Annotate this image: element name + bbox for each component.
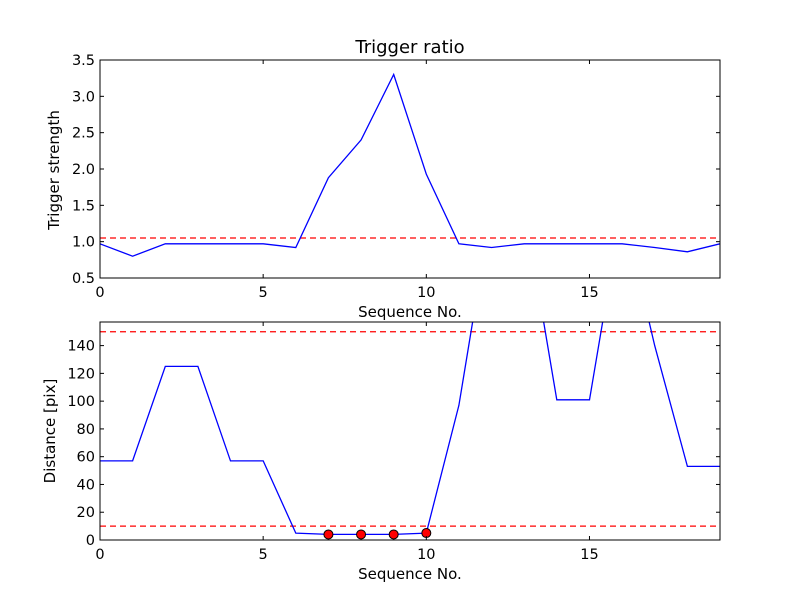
y-tick-label: 1.5: [72, 198, 95, 214]
y-tick-label: 3.0: [72, 89, 95, 105]
y-tick-label: 120: [67, 366, 95, 382]
plot-content: [100, 322, 720, 540]
y-axis-label: Trigger strength: [45, 110, 63, 231]
data-point-marker: [388, 529, 399, 540]
y-tick-label: 40: [77, 477, 95, 493]
y-tick-label: 60: [77, 450, 95, 466]
plot-area: 0 5 10 15 0 20 40 60 80 100 120 140: [67, 321, 721, 563]
y-tick-label: 3.5: [72, 53, 95, 69]
x-tick-label: 10: [417, 547, 435, 563]
y-axis-label: Distance [pix]: [41, 379, 59, 484]
x-tick-label: 5: [259, 285, 268, 301]
distance-chart: Sequence No. Distance [pix] 0 5 10 15 0 20 40 6…: [41, 321, 721, 583]
x-tick-label: 15: [580, 285, 598, 301]
x-tick-label: 0: [95, 547, 104, 563]
x-tick-label: 15: [580, 547, 598, 563]
y-tick-label: 80: [77, 422, 95, 438]
data-point-marker: [356, 529, 367, 540]
axes-frame: [99, 321, 721, 541]
y-tick-label: 2.0: [72, 162, 95, 178]
chart-title: Trigger ratio: [354, 37, 464, 58]
y-tick-label: 1.0: [72, 235, 95, 251]
data-point-marker: [323, 529, 334, 540]
x-axis-label: Sequence No.: [358, 303, 462, 321]
plot-content: [100, 72, 720, 257]
y-tick-label: 100: [67, 394, 95, 410]
y-tick-label: 140: [67, 339, 95, 355]
x-tick-label: 5: [259, 547, 268, 563]
x-tick-label: 10: [417, 285, 435, 301]
series-line: [100, 72, 720, 257]
x-tick-label: 0: [95, 285, 104, 301]
plot-area: 0 5 10 15 0.5 1.0 1.5 2.0 2.5 3.0 3.5: [72, 53, 721, 301]
x-axis-label: Sequence No.: [358, 565, 462, 583]
series-line: [100, 322, 720, 536]
y-tick-label: 2.5: [72, 126, 95, 142]
trigger-ratio-chart: Trigger ratio Sequence No. Trigger stren…: [45, 37, 721, 321]
y-tick-label: 20: [77, 505, 95, 521]
y-tick-label: 0: [86, 533, 95, 549]
y-tick-label: 0.5: [72, 271, 95, 287]
